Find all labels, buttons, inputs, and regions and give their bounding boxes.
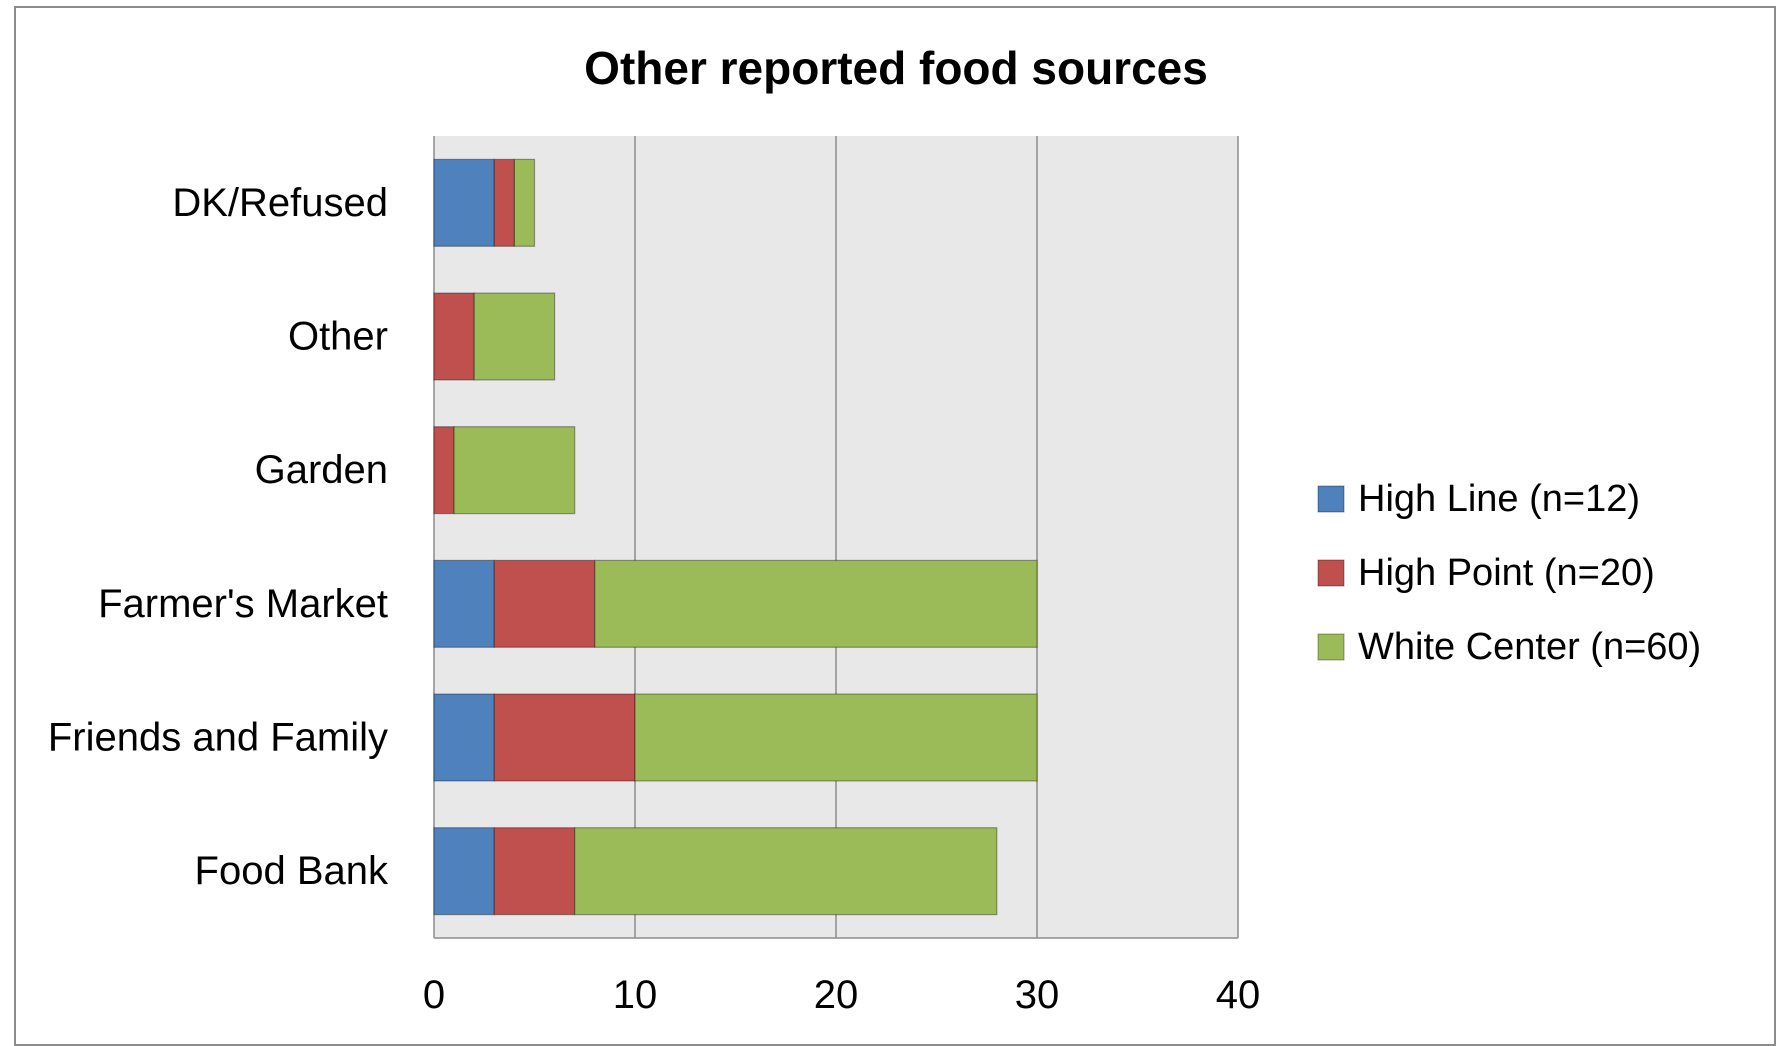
category-label: Garden <box>255 448 388 492</box>
bar-segment <box>574 827 998 916</box>
x-tick-label: 10 <box>613 973 658 1017</box>
category-label: Farmer's Market <box>98 582 388 626</box>
legend-swatch <box>1317 559 1345 587</box>
legend-swatch <box>1317 633 1345 661</box>
x-tick-label: 0 <box>423 973 445 1017</box>
legend-label: High Point (n=20) <box>1358 552 1655 594</box>
bar-segment <box>433 426 455 515</box>
x-tick-label: 30 <box>1015 973 1060 1017</box>
bar-segment <box>493 693 636 782</box>
bar-segment <box>493 827 576 916</box>
plot-area: DK/Refused Other Garden Farmer's Market Frie… <box>48 136 1260 1017</box>
category-label: Food Bank <box>195 849 389 893</box>
bar-segment <box>433 693 495 782</box>
chart-svg: Other reported food sources DK/Refused Ot… <box>48 42 1701 1017</box>
category-label: Friends and Family <box>48 716 388 760</box>
legend-swatch <box>1317 485 1345 513</box>
bar-segment <box>473 292 556 381</box>
x-tick-label: 40 <box>1216 973 1261 1017</box>
legend-label: High Line (n=12) <box>1358 478 1640 520</box>
category-label: DK/Refused <box>172 181 388 225</box>
bar-segment <box>594 559 1038 648</box>
bar-segment <box>513 158 536 247</box>
bar-segment <box>433 158 495 247</box>
bar-segment <box>453 426 576 515</box>
chart-frame: Other reported food sources DK/Refused Ot… <box>14 6 1776 1046</box>
x-tick-label: 20 <box>814 973 859 1017</box>
bar-segment <box>433 827 495 916</box>
bar-segment <box>433 292 475 381</box>
bar-segment <box>493 158 515 247</box>
legend: High Line (n=12) High Point (n=20) White C… <box>1317 478 1701 668</box>
bar-segment <box>493 559 596 648</box>
bar-segment <box>433 559 495 648</box>
category-label: Other <box>288 315 388 359</box>
legend-label: White Center (n=60) <box>1358 626 1701 668</box>
bar-segment <box>634 693 1038 782</box>
chart-title: Other reported food sources <box>584 42 1208 94</box>
